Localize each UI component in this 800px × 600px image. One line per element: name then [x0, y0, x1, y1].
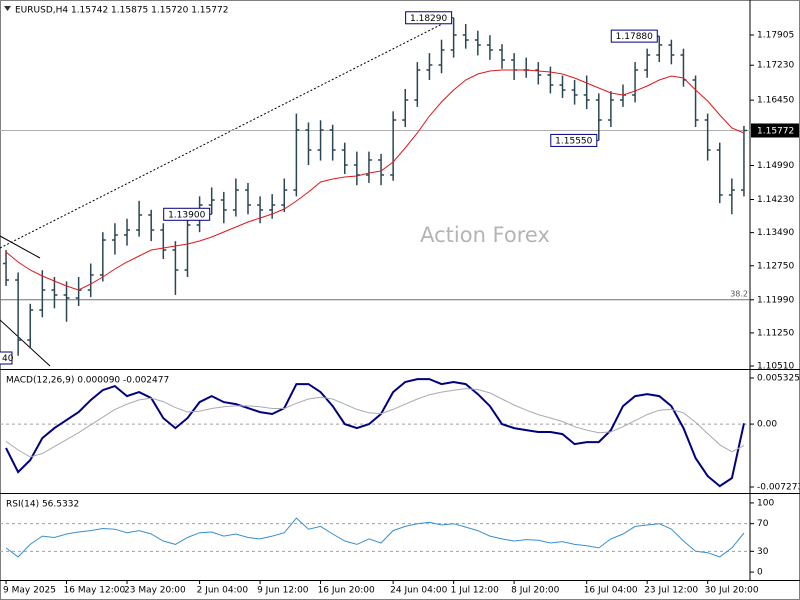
price-label: 1.15550 — [555, 136, 592, 146]
y-tick-label: 1.14990 — [757, 161, 794, 171]
y-tick-label: 1.16450 — [757, 96, 794, 106]
symbol-icon — [4, 6, 11, 11]
x-tick-label: 1 Jul 12:00 — [451, 586, 500, 596]
y-tick-label: 1.11250 — [757, 328, 794, 338]
y-tick-label: 0.00 — [757, 420, 777, 430]
indicator-line — [5, 388, 745, 458]
y-tick-label: 1.17905 — [757, 31, 794, 41]
chart-title: EURUSD,H4 1.15742 1.15875 1.15720 1.1577… — [15, 6, 228, 16]
x-tick-label: 8 Jul 20:00 — [511, 586, 560, 596]
x-tick-label: 24 Jun 04:00 — [390, 586, 447, 596]
y-tick-label: 0.005325 — [757, 374, 800, 384]
moving-average — [5, 69, 745, 291]
x-tick-label: 16 Jul 04:00 — [584, 586, 638, 596]
price-label: 1.17880 — [616, 32, 653, 42]
channel-line — [0, 235, 41, 259]
clipped-label: 40 — [2, 354, 14, 364]
y-tick-label: 1.17230 — [757, 61, 794, 71]
last-price-label: 1.15772 — [757, 126, 794, 136]
x-tick-label: 23 May 20:00 — [124, 586, 186, 596]
y-tick-label: 0 — [757, 568, 763, 578]
x-tick-label: 9 May 2025 — [3, 586, 56, 596]
clipped-label-box — [0, 351, 13, 365]
x-tick-label: 23 Jul 12:00 — [644, 586, 698, 596]
y-tick-label: 1.10510 — [757, 362, 794, 372]
y-tick-label: 30 — [757, 547, 769, 557]
trend-line — [0, 19, 451, 249]
y-tick-label: 1.12750 — [757, 261, 794, 271]
price-label: 1.13900 — [168, 210, 205, 220]
y-tick-label: 1.14230 — [757, 195, 794, 205]
y-tick-label: 1.11990 — [757, 295, 794, 305]
x-tick-label: 16 May 12:00 — [64, 586, 126, 596]
channel-line — [0, 319, 51, 367]
indicator-line — [5, 517, 745, 558]
y-tick-label: 70 — [757, 519, 769, 529]
fib-label: 38.2 — [730, 289, 748, 298]
x-tick-label: 30 Jul 20:00 — [705, 586, 759, 596]
rsi-title: RSI(14) 56.5332 — [6, 500, 79, 510]
y-tick-label: -0.007273 — [757, 483, 800, 493]
price-label: 1.18290 — [410, 14, 447, 24]
y-tick-label: 1.13490 — [757, 228, 794, 238]
x-tick-label: 16 Jun 20:00 — [318, 586, 375, 596]
indicator-line — [5, 378, 745, 488]
macd-title: MACD(12,26,9) 0.000090 -0.002477 — [6, 376, 169, 386]
x-tick-label: 9 Jun 12:00 — [257, 586, 309, 596]
last-price-box — [751, 123, 799, 138]
y-tick-label: 100 — [757, 498, 774, 508]
x-tick-label: 2 Jun 04:00 — [197, 586, 249, 596]
watermark: Action Forex — [420, 223, 550, 247]
